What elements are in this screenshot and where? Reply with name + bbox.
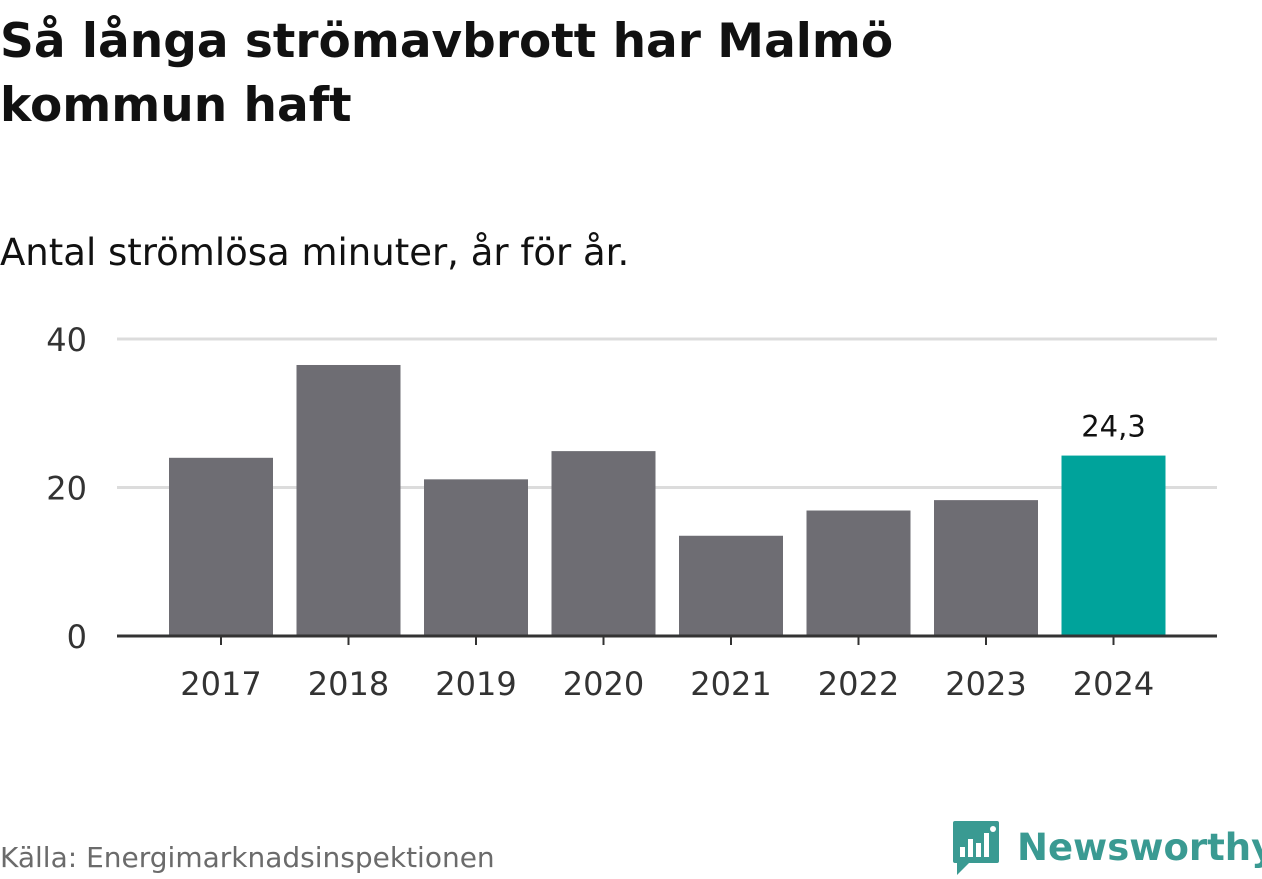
- bar-2018: [296, 364, 401, 636]
- brand-name: Newsworthy: [1017, 826, 1262, 869]
- x-tick-label: 2023: [945, 665, 1026, 703]
- bar-chart-speech-bubble-icon: [953, 821, 999, 875]
- bar-2021: [679, 535, 783, 636]
- bar-2019: [424, 479, 528, 636]
- gridlines: [117, 337, 1217, 489]
- x-tick-label: 2017: [180, 665, 261, 703]
- bar-2023: [934, 500, 1038, 636]
- bars: [169, 364, 1166, 636]
- bar-2024: [1061, 455, 1166, 636]
- y-tick-label: 20: [46, 470, 87, 508]
- bar-2020: [551, 451, 656, 636]
- x-tick-label: 2020: [563, 665, 644, 703]
- x-tick-label: 2019: [435, 665, 516, 703]
- y-tick-label: 0: [67, 618, 87, 656]
- y-tick-label: 40: [46, 321, 87, 359]
- chart-subtitle: Antal strömlösa minuter, år för år.: [0, 231, 630, 274]
- brand-logo: Newsworthy: [951, 819, 1262, 877]
- labels: 0 20 40 2017 2018 2019 2020 2021 2022 2023 2024 24,…: [46, 321, 1154, 703]
- x-tick-label: 2021: [690, 665, 771, 703]
- bar-chart: 0 20 40 2017 2018 2019 2020 2021 2022 2023 2024 24,…: [46, 321, 1217, 703]
- x-tick-label: 2018: [308, 665, 389, 703]
- x-axis: [117, 634, 1217, 645]
- data-label: 24,3: [1081, 410, 1146, 444]
- chart-title: Så långa strömavbrott har Malmö kommun h…: [0, 14, 894, 133]
- x-tick-label: 2022: [818, 665, 899, 703]
- bar-2017: [169, 457, 273, 636]
- x-tick-label: 2024: [1073, 665, 1154, 703]
- source-note: Källa: Energimarknadsinspektionen: [0, 841, 495, 874]
- bar-2022: [806, 510, 911, 636]
